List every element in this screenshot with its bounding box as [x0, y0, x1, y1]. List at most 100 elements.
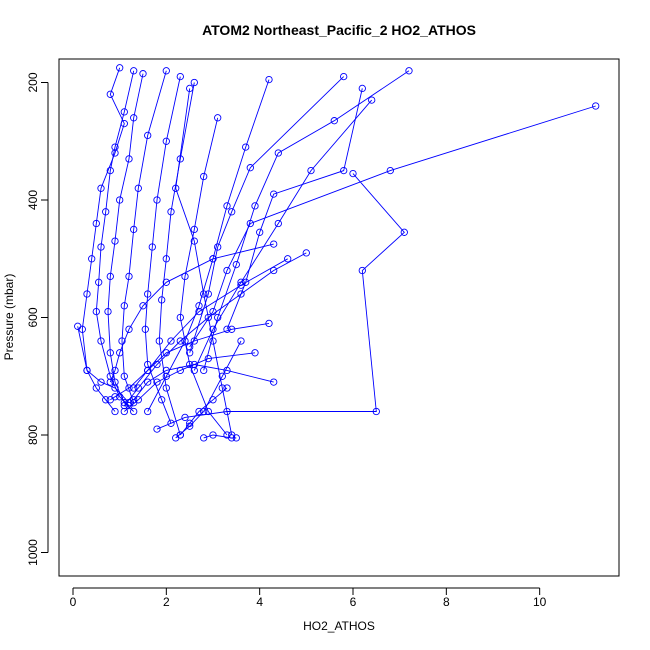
data-point [120, 407, 128, 416]
y-axis: 200 400 600 800 1000 [26, 72, 49, 566]
data-point [592, 102, 600, 110]
data-point [209, 337, 217, 345]
y-tick-label: 800 [26, 425, 40, 445]
data-point [162, 67, 170, 75]
data-point [237, 290, 245, 298]
series-line [158, 82, 195, 436]
series-19 [130, 319, 273, 392]
data-point [232, 260, 240, 269]
data-point [111, 143, 119, 151]
data-point [144, 366, 152, 375]
series-line [175, 88, 233, 436]
y-tick-label: 400 [26, 190, 40, 210]
data-point [209, 431, 217, 439]
data-point [181, 413, 189, 422]
data-point [116, 64, 124, 72]
series-line [179, 117, 228, 436]
data-point [88, 255, 96, 263]
data-point [386, 166, 394, 175]
x-axis-label: HO2_ATHOS [303, 619, 375, 633]
data-point [158, 296, 166, 304]
data-point [111, 384, 119, 392]
series-24 [176, 384, 231, 439]
data-point [167, 419, 175, 427]
series-line [121, 70, 167, 403]
series-14 [186, 72, 348, 357]
data-point [270, 266, 278, 275]
data-point [200, 407, 208, 416]
data-point [228, 208, 236, 216]
data-point [167, 208, 175, 216]
series-16 [106, 240, 278, 386]
data-point [372, 407, 380, 416]
data-point [223, 384, 231, 392]
data-point [120, 372, 128, 380]
data-point [120, 108, 128, 116]
series-18 [120, 249, 310, 410]
data-point [106, 396, 114, 404]
data-point [237, 337, 245, 345]
series-line [133, 322, 270, 389]
data-point [116, 349, 124, 357]
data-point [195, 307, 203, 316]
series-line [95, 70, 135, 406]
x-axis: 0 2 4 6 8 10 [70, 587, 547, 609]
data-point [125, 384, 133, 392]
series-15 [153, 169, 408, 433]
data-point [97, 184, 105, 192]
data-point [223, 266, 231, 275]
data-point [120, 399, 128, 407]
data-point [200, 434, 208, 442]
data-point [176, 366, 184, 375]
data-point [190, 337, 198, 345]
series-line [107, 73, 144, 412]
data-point [228, 325, 236, 333]
series-line [203, 434, 237, 439]
data-point [130, 114, 138, 122]
data-point [218, 372, 226, 380]
x-tick-label: 8 [443, 595, 450, 609]
data-point [274, 149, 282, 157]
data-point [307, 166, 315, 175]
data-point [214, 243, 222, 251]
data-point [176, 431, 184, 439]
series-12 [223, 84, 366, 333]
series-23 [172, 337, 245, 442]
data-point [83, 366, 91, 375]
data-point [190, 360, 198, 369]
series-10 [186, 102, 600, 351]
series-line [144, 76, 181, 424]
data-point [284, 255, 292, 263]
x-tick-label: 10 [533, 595, 547, 609]
x-tick-label: 0 [70, 595, 77, 609]
data-point [116, 196, 124, 204]
series-9 [144, 75, 273, 416]
data-point [144, 131, 152, 140]
data-point [125, 399, 133, 407]
data-point [405, 67, 413, 75]
data-point [106, 166, 114, 175]
series-25 [200, 431, 240, 442]
data-point [106, 349, 114, 357]
data-point [162, 137, 170, 145]
chart-title: ATOM2 Northeast_Pacific_2 HO2_ATHOS [202, 22, 476, 38]
data-point [106, 378, 114, 386]
data-point [274, 219, 282, 228]
data-point [242, 143, 250, 151]
y-axis-label: Pressure (mbar) [2, 274, 16, 361]
data-point [125, 272, 133, 281]
data-point [97, 378, 105, 386]
data-point [92, 307, 100, 316]
data-point [102, 208, 110, 216]
series-line [123, 252, 307, 406]
series-line [175, 340, 242, 439]
data-point [153, 425, 161, 433]
data-point [125, 325, 133, 333]
series-11 [200, 67, 413, 375]
data-point [155, 337, 163, 345]
series-line [189, 76, 345, 353]
data-point [186, 419, 194, 427]
data-point [95, 278, 103, 286]
data-point [302, 249, 310, 257]
data-point [162, 278, 170, 286]
